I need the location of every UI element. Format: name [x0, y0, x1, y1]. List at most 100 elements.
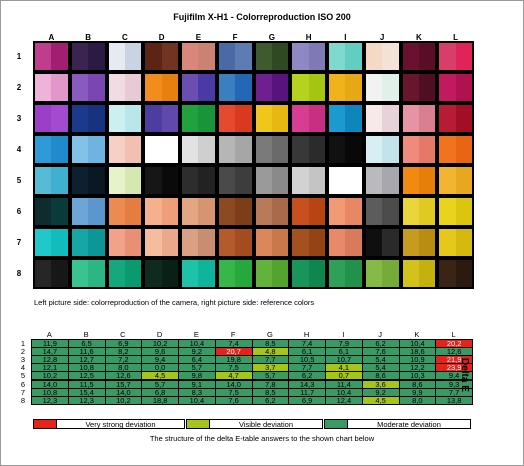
patch-camera-half: [182, 167, 199, 194]
color-checker-grid: [33, 41, 474, 289]
delta-e-cell-L8: 13,8: [435, 395, 473, 405]
patch-B5: [71, 167, 105, 194]
patch-K1: [402, 43, 436, 70]
patch-D7: [145, 229, 178, 256]
patch-I5: [329, 167, 362, 194]
patch-B6: [71, 198, 105, 225]
patch-camera-half: [402, 229, 419, 256]
patch-K4: [402, 136, 436, 163]
patch-camera-half: [218, 105, 236, 132]
patch-E8: [182, 260, 215, 287]
patch-camera-half: [182, 74, 199, 101]
patch-H3: [292, 105, 325, 132]
patch-camera-half: [182, 260, 199, 287]
patch-camera-half: [402, 105, 419, 132]
patch-reference-half: [124, 198, 142, 225]
table-row-label-5: 5: [20, 371, 26, 381]
patch-reference-half: [88, 198, 105, 225]
patch-reference-half: [198, 198, 215, 225]
patch-camera-half: [108, 105, 125, 132]
patch-reference-half: [161, 43, 178, 70]
patch-camera-half: [402, 198, 419, 225]
patch-reference-half: [345, 43, 362, 70]
patch-D8: [145, 260, 178, 287]
patch-C2: [108, 74, 142, 101]
patch-camera-half: [255, 43, 272, 70]
patch-G3: [255, 105, 289, 132]
patch-reference-half: [455, 229, 472, 256]
patch-camera-half: [35, 167, 52, 194]
patch-reference-half: [271, 198, 289, 225]
patch-reference-half: [308, 74, 325, 101]
patch-reference-half: [345, 229, 362, 256]
patch-B3: [71, 105, 105, 132]
patch-A4: [35, 136, 68, 163]
patch-reference-half: [418, 43, 436, 70]
column-label-A: A: [48, 33, 55, 42]
patch-camera-half: [218, 260, 236, 287]
patch-reference-half: [418, 229, 436, 256]
patch-I7: [329, 229, 362, 256]
patch-camera-half: [145, 43, 162, 70]
row-label-5: 5: [16, 175, 22, 185]
column-label-G: G: [268, 33, 275, 42]
patch-reference-half: [345, 136, 362, 163]
delta-e-cell-J8: 4,5: [361, 395, 400, 405]
table-row-label-8: 8: [20, 395, 26, 405]
patch-reference-half: [198, 229, 215, 256]
patch-reference-half: [88, 43, 105, 70]
patch-camera-half: [71, 74, 89, 101]
patch-F3: [218, 105, 252, 132]
patch-camera-half: [35, 260, 52, 287]
patch-camera-half: [255, 105, 272, 132]
patch-camera-half: [329, 260, 346, 287]
table-column-header-H: H: [303, 330, 310, 339]
patch-H1: [292, 43, 325, 70]
patch-reference-half: [88, 105, 105, 132]
patch-reference-half: [235, 229, 252, 256]
patch-reference-half: [308, 43, 325, 70]
patch-F2: [218, 74, 252, 101]
patch-reference-half: [271, 229, 289, 256]
patch-D1: [145, 43, 178, 70]
delta-e-cell-C8: 10,2: [104, 395, 143, 405]
patch-camera-half: [108, 167, 125, 194]
patch-E7: [182, 229, 215, 256]
patch-camera-half: [145, 229, 162, 256]
patch-L1: [439, 43, 472, 70]
patch-camera-half: [255, 167, 272, 194]
patch-A1: [35, 43, 68, 70]
patch-camera-half: [292, 167, 309, 194]
patch-camera-half: [365, 229, 383, 256]
patch-H8: [292, 260, 325, 287]
patch-H7: [292, 229, 325, 256]
patch-reference-half: [51, 167, 68, 194]
patch-camera-half: [292, 43, 309, 70]
patch-reference-half: [271, 105, 289, 132]
column-label-I: I: [344, 33, 347, 42]
patch-reference-half: [235, 105, 252, 132]
patch-camera-half: [35, 198, 52, 225]
patch-camera-half: [182, 229, 199, 256]
patch-camera-half: [182, 136, 199, 163]
patch-camera-half: [35, 43, 52, 70]
patch-reference-half: [382, 167, 399, 194]
patch-reference-half: [382, 43, 399, 70]
patch-J1: [365, 43, 399, 70]
patch-K5: [402, 167, 436, 194]
delta-e-cell-I8: 12,4: [325, 395, 363, 405]
patch-camera-half: [145, 136, 162, 163]
table-column-header-K: K: [414, 330, 420, 339]
patch-reference-half: [382, 198, 399, 225]
patch-camera-half: [255, 136, 272, 163]
patch-K8: [402, 260, 436, 287]
patch-L8: [439, 260, 472, 287]
patch-camera-half: [292, 136, 309, 163]
patch-reference-half: [51, 198, 68, 225]
patch-L2: [439, 74, 472, 101]
row-label-4: 4: [16, 144, 22, 154]
patch-reference-half: [235, 74, 252, 101]
patch-reference-half: [235, 43, 252, 70]
patch-reference-half: [271, 74, 289, 101]
delta-e-cell-H8: 6,9: [288, 395, 326, 405]
